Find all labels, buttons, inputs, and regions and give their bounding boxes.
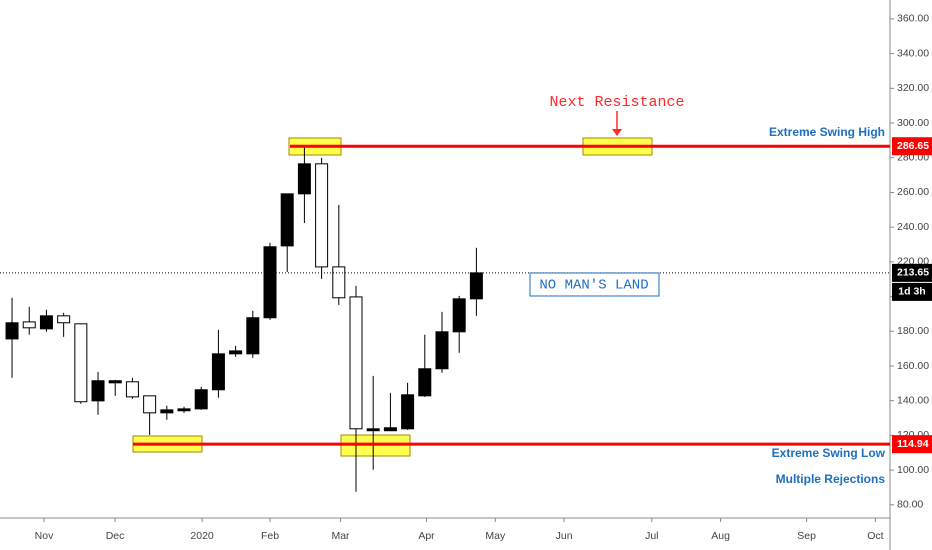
candle-body <box>280 193 294 247</box>
y-tick-label: 300.00 <box>897 117 929 129</box>
candle-body <box>469 272 483 300</box>
candle-body <box>401 394 415 430</box>
annotation: NO MAN'S LAND <box>539 278 648 294</box>
candle-body <box>297 163 311 195</box>
candle-body <box>315 163 329 268</box>
candle-body <box>143 395 157 414</box>
y-tick-label: 160.00 <box>897 360 929 372</box>
candle-body <box>452 298 466 333</box>
x-tick-label: Sep <box>797 530 816 542</box>
countdown-label: 1d 3h <box>898 286 925 298</box>
candle-body <box>108 380 122 384</box>
candle-body <box>229 350 243 355</box>
candle-body <box>263 246 277 319</box>
candle-body <box>349 296 363 430</box>
x-tick-label: Oct <box>867 530 883 542</box>
annotation: Multiple Rejections <box>776 472 886 486</box>
candle-body <box>177 408 191 412</box>
candle-body <box>74 323 88 403</box>
arrow-head <box>612 129 622 136</box>
x-tick-label: 2020 <box>190 530 214 542</box>
y-tick-label: 180.00 <box>897 325 929 337</box>
price-tag-label: 114.94 <box>897 438 929 450</box>
annotation: Extreme Swing Low <box>772 446 886 460</box>
price-tag <box>892 137 932 156</box>
candle-body <box>91 380 105 402</box>
annotation-box <box>529 272 660 297</box>
y-tick-label: 240.00 <box>897 221 929 233</box>
y-tick-label: 80.00 <box>897 499 923 511</box>
y-tick-label: 320.00 <box>897 82 929 94</box>
candle-body <box>246 317 260 355</box>
x-tick-label: Mar <box>331 530 350 542</box>
x-tick-label: Jul <box>645 530 658 542</box>
annotation: Next Resistance <box>549 94 684 111</box>
candle-body <box>160 409 174 414</box>
price-tag-label: 286.65 <box>897 140 929 152</box>
candle-body <box>418 368 432 397</box>
x-tick-label: Aug <box>711 530 730 542</box>
candle-body <box>435 331 449 370</box>
x-tick-label: May <box>485 530 506 542</box>
countdown-tag <box>892 282 932 301</box>
candle-body <box>39 315 53 330</box>
y-tick-label: 100.00 <box>897 464 929 476</box>
y-tick-label: 140.00 <box>897 394 929 406</box>
candle-body <box>125 381 139 398</box>
candle-body <box>5 322 19 340</box>
price-tag <box>892 263 932 282</box>
candle-body <box>57 315 71 324</box>
y-tick-label: 260.00 <box>897 186 929 198</box>
x-tick-label: Feb <box>261 530 279 542</box>
candle-body <box>383 427 397 432</box>
x-tick-label: Nov <box>35 530 54 542</box>
x-tick-label: Apr <box>418 530 435 542</box>
candle-body <box>211 353 225 391</box>
candle-body <box>194 389 208 410</box>
y-tick-label: 340.00 <box>897 47 929 59</box>
candle-body <box>366 428 380 432</box>
x-tick-label: Dec <box>106 530 125 542</box>
annotation: Extreme Swing High <box>769 125 885 139</box>
y-tick-label: 360.00 <box>897 13 929 25</box>
x-tick-label: Jun <box>556 530 573 542</box>
price-tag-label: 213.65 <box>897 267 929 279</box>
candle-body <box>332 266 346 299</box>
price-tag <box>892 435 932 454</box>
candle-body <box>22 321 36 329</box>
